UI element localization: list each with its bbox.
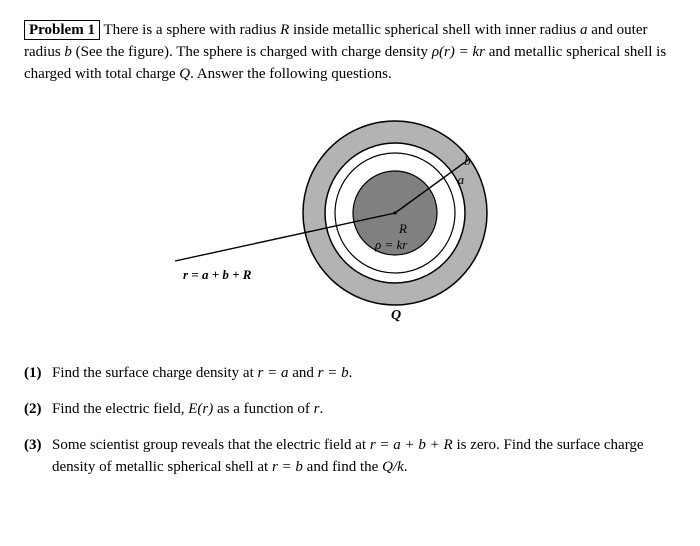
sphere-diagram: ba Rr = a + b + R ρ = kr Q bbox=[135, 103, 565, 333]
var-a: a bbox=[580, 22, 588, 38]
problem-statement: Problem 1 There is a sphere with radius … bbox=[24, 20, 676, 85]
q1-text: Find the surface charge density at r = a… bbox=[52, 363, 676, 385]
svg-text:R: R bbox=[398, 221, 407, 236]
svg-text:ρ = kr: ρ = kr bbox=[374, 237, 408, 252]
problem-text-1: There is a sphere with radius bbox=[100, 22, 280, 38]
question-3: (3) Some scientist group reveals that th… bbox=[24, 435, 676, 479]
problem-text-6: . Answer the following questions. bbox=[190, 66, 392, 82]
q2-text: Find the electric field, E(r) as a funct… bbox=[52, 399, 676, 421]
problem-label: Problem 1 bbox=[24, 20, 100, 40]
figure: ba Rr = a + b + R ρ = kr Q bbox=[24, 103, 676, 333]
var-Q: Q bbox=[179, 66, 190, 82]
svg-text:Q: Q bbox=[391, 308, 401, 323]
questions-list: (1) Find the surface charge density at r… bbox=[24, 363, 676, 478]
var-b: b bbox=[64, 44, 72, 60]
q3-text: Some scientist group reveals that the el… bbox=[52, 435, 676, 479]
q2-number: (2) bbox=[24, 399, 52, 421]
question-1: (1) Find the surface charge density at r… bbox=[24, 363, 676, 385]
svg-text:r = a + b + R: r = a + b + R bbox=[183, 267, 252, 282]
rho-eq: ρ(r) = kr bbox=[432, 44, 485, 60]
q3-number: (3) bbox=[24, 435, 52, 479]
var-R: R bbox=[280, 22, 289, 38]
question-2: (2) Find the electric field, E(r) as a f… bbox=[24, 399, 676, 421]
svg-text:b: b bbox=[464, 153, 471, 168]
problem-text-2: inside metallic spherical shell with inn… bbox=[289, 22, 580, 38]
q1-number: (1) bbox=[24, 363, 52, 385]
svg-text:a: a bbox=[458, 172, 465, 187]
problem-text-4: (See the figure). The sphere is charged … bbox=[72, 44, 432, 60]
